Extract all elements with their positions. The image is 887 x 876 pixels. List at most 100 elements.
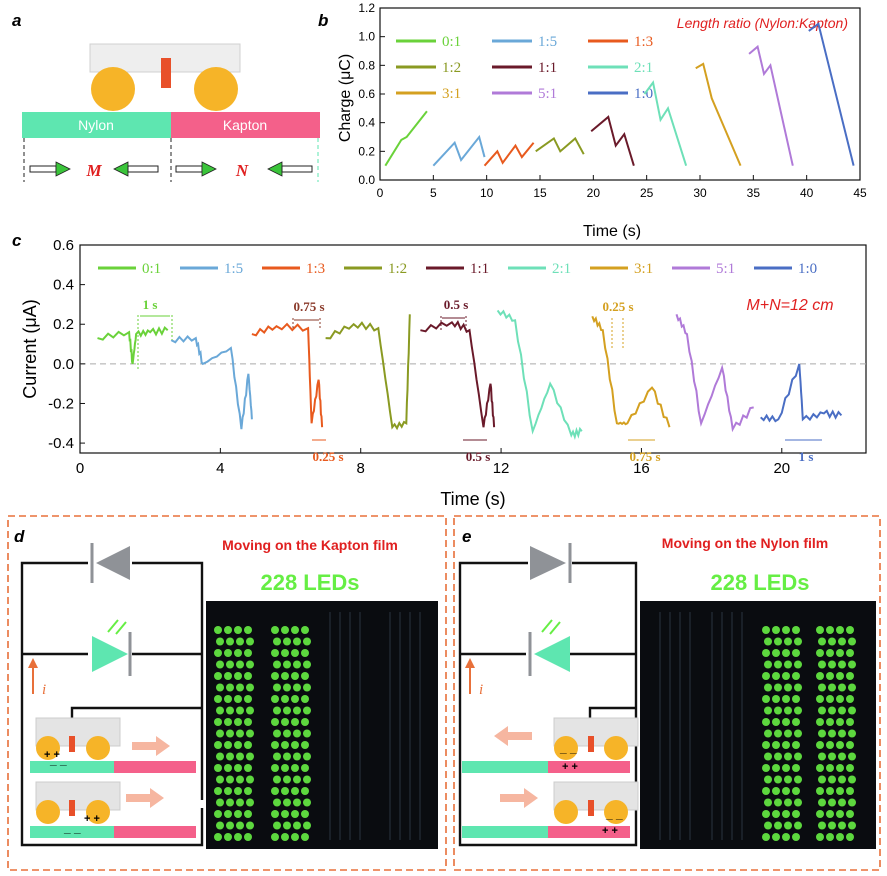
led xyxy=(836,695,844,703)
led xyxy=(244,649,252,657)
led xyxy=(214,626,222,634)
led xyxy=(271,626,279,634)
led xyxy=(236,798,244,807)
led xyxy=(836,649,844,657)
led xyxy=(281,810,289,818)
led xyxy=(838,775,846,784)
led xyxy=(784,729,792,738)
led xyxy=(291,787,299,795)
led xyxy=(818,798,826,807)
led xyxy=(246,706,254,715)
led xyxy=(762,787,770,795)
led xyxy=(236,775,244,784)
led xyxy=(234,764,242,772)
led xyxy=(301,787,309,795)
series-0-1 xyxy=(384,110,428,167)
led xyxy=(236,683,244,692)
current-label: i xyxy=(479,682,483,698)
led xyxy=(271,810,279,818)
led xyxy=(291,810,299,818)
led xyxy=(846,764,854,772)
led xyxy=(244,718,252,726)
x-axis-label: Time (s) xyxy=(583,223,641,240)
n-label: N xyxy=(235,161,249,180)
led xyxy=(838,660,846,669)
led xyxy=(784,637,792,646)
legend: 0:1 1:5 1:3 1:2 1:1 2:1 3:1 5:1 1:0 xyxy=(396,34,653,102)
panel-e: e Moving on the Nylon film 228 LEDs i xyxy=(453,515,881,871)
panel-d: d Moving on the Kapton film 228 LEDs i xyxy=(7,515,447,871)
svg-text:+ +: + + xyxy=(84,813,100,825)
legend-label-1-3: 1:3 xyxy=(306,261,325,277)
led xyxy=(794,821,802,830)
led xyxy=(792,626,800,634)
led xyxy=(816,741,824,749)
led xyxy=(792,810,800,818)
panel-label-b: b xyxy=(318,11,328,30)
led xyxy=(848,821,856,830)
led xyxy=(214,833,222,841)
led xyxy=(291,718,299,726)
led xyxy=(774,821,782,830)
led xyxy=(283,660,291,669)
led xyxy=(836,718,844,726)
led xyxy=(246,660,254,669)
led xyxy=(271,741,279,749)
x-tick-label: 0 xyxy=(377,186,384,200)
led xyxy=(848,660,856,669)
annotation-1s-b: 1 s xyxy=(799,449,814,464)
led xyxy=(246,752,254,761)
led xyxy=(244,810,252,818)
svg-text:+ +: + + xyxy=(44,749,60,761)
led xyxy=(794,798,802,807)
series-3-1 xyxy=(695,62,742,167)
led-photo-nylon xyxy=(640,601,876,849)
led xyxy=(271,649,279,657)
device-diagram-top: _ _ + + xyxy=(462,717,639,773)
led xyxy=(792,764,800,772)
led xyxy=(281,718,289,726)
x-tick-label: 10 xyxy=(480,186,494,200)
led xyxy=(772,764,780,772)
svg-text:_ _: _ _ xyxy=(63,821,81,835)
x-tick-label: 30 xyxy=(693,186,707,200)
led xyxy=(762,649,770,657)
led-photo-kapton xyxy=(206,601,438,849)
series-1-5 xyxy=(432,134,486,167)
series-1-1 xyxy=(590,115,635,166)
led xyxy=(303,798,311,807)
led xyxy=(792,649,800,657)
led xyxy=(826,718,834,726)
y-tick-label: 0.6 xyxy=(53,237,74,254)
led xyxy=(846,626,854,634)
legend-label-1-5: 1:5 xyxy=(538,34,557,50)
led xyxy=(301,695,309,703)
led xyxy=(224,764,232,772)
led xyxy=(818,637,826,646)
x-tick-label: 8 xyxy=(357,460,365,477)
led xyxy=(816,764,824,772)
led xyxy=(836,787,844,795)
led xyxy=(224,833,232,841)
led xyxy=(293,660,301,669)
led xyxy=(301,741,309,749)
led xyxy=(273,683,281,692)
led xyxy=(226,798,234,807)
led xyxy=(234,626,242,634)
led xyxy=(293,637,301,646)
led xyxy=(283,637,291,646)
led xyxy=(764,706,772,715)
led xyxy=(826,741,834,749)
y-axis-label: Charge (μC) xyxy=(337,54,354,142)
led xyxy=(794,706,802,715)
led xyxy=(244,833,252,841)
led xyxy=(784,798,792,807)
led xyxy=(216,752,224,761)
diode-gray-icon xyxy=(530,543,572,583)
led xyxy=(281,695,289,703)
led xyxy=(216,821,224,830)
led xyxy=(234,833,242,841)
led xyxy=(236,821,244,830)
series-5-1 xyxy=(748,44,794,166)
led xyxy=(214,718,222,726)
